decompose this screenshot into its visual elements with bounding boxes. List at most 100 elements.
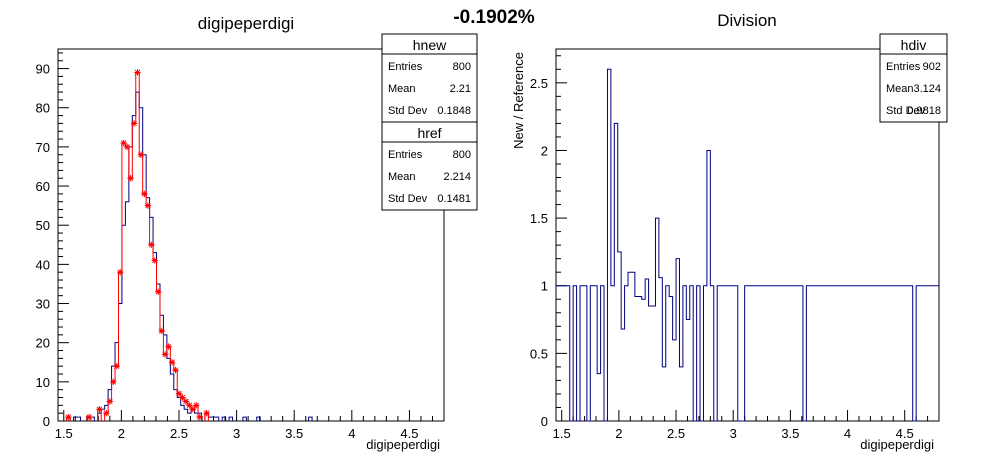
- href-marker: [175, 390, 183, 397]
- right-y-axis-label: New / Reference: [511, 52, 526, 149]
- x-tick-label: 4: [348, 426, 355, 441]
- stats-label: Mean: [388, 171, 416, 183]
- stats-box-href: [381, 121, 478, 211]
- x-tick-label: 2: [118, 426, 125, 441]
- y-tick-label: 80: [36, 101, 50, 116]
- href-marker: [203, 409, 210, 417]
- stats-value: 800: [453, 61, 471, 73]
- stats-value: 0.1848: [437, 105, 471, 117]
- y-tick-label: 1.5: [530, 211, 548, 226]
- right-x-axis-label: digipeperdigi: [860, 437, 934, 452]
- stats-label: Entries: [388, 61, 423, 73]
- href-marker: [155, 288, 162, 295]
- stats-label: Std Dev: [388, 193, 428, 205]
- x-tick-label: 2: [615, 426, 622, 441]
- href-marker: [161, 351, 169, 358]
- x-tick-label: 3: [730, 426, 737, 441]
- href-marker: [117, 269, 124, 276]
- x-tick-label: 3.5: [285, 426, 303, 441]
- y-tick-label: 60: [36, 179, 50, 194]
- y-tick-label: 20: [36, 336, 50, 351]
- left-histogram-panel: digipeperdigi 1.5 2 2.5 3 3.5 4 4.5 0 10 20 30 40 50…: [36, 14, 478, 452]
- x-tick-label: 1.5: [553, 426, 571, 441]
- stats-value: 0.1481: [437, 193, 471, 205]
- left-stats-boxes: hnew Entries 800 Mean 2.21 Std Dev 0.1848 href E…: [381, 33, 478, 211]
- figure-title: -0.1902%: [453, 7, 534, 28]
- series-href-line: [66, 71, 209, 421]
- href-marker: [158, 327, 165, 335]
- y-tick-label: 70: [36, 140, 50, 155]
- stats-label: Entries: [388, 149, 423, 161]
- series-hnew-line: [66, 91, 313, 421]
- href-marker: [85, 413, 93, 421]
- stats-value: 3.124: [913, 83, 941, 95]
- x-tick-label: 3.5: [781, 426, 799, 441]
- stats-value: 2.214: [443, 171, 471, 183]
- stats-box-hdiv: [879, 33, 948, 123]
- x-tick-label: 2.5: [170, 426, 188, 441]
- right-plot-frame: [555, 48, 940, 422]
- href-marker: [110, 378, 117, 386]
- href-marker: [123, 143, 131, 151]
- href-marker: [151, 257, 158, 264]
- y-tick-label: 0.5: [530, 346, 548, 361]
- y-tick-label: 2.5: [530, 76, 548, 91]
- x-tick-label: 4: [844, 426, 851, 441]
- right-series-group: [556, 68, 939, 422]
- href-marker: [144, 202, 152, 209]
- right-axis-ticks: 1.5 2 2.5 3 3.5 4 4.5 0 0.5 1 1.5 2 2.5: [530, 55, 929, 441]
- y-tick-label: 90: [36, 62, 50, 77]
- href-marker: [196, 413, 203, 421]
- left-plot-frame: [57, 48, 445, 422]
- x-tick-label: 3: [233, 426, 240, 441]
- right-chart-title: Division: [717, 11, 777, 30]
- stats-value: 800: [453, 149, 471, 161]
- stats-label: Std Dev: [886, 105, 926, 117]
- x-tick-label: 1.5: [55, 426, 73, 441]
- href-marker: [103, 409, 110, 417]
- href-marker: [189, 406, 197, 413]
- left-x-axis-label: digipeperdigi: [366, 437, 440, 452]
- href-marker: [141, 190, 148, 198]
- stats-value: 0.9818: [907, 105, 941, 117]
- left-axis-ticks: 1.5 2 2.5 3 3.5 4 4.5 0 10 20 30 40 50 60 70 80 90: [36, 52, 433, 441]
- y-tick-label: 1: [541, 279, 548, 294]
- left-series-group: [65, 69, 313, 421]
- y-tick-label: 40: [36, 257, 50, 272]
- href-marker: [137, 151, 145, 158]
- stats-value: 902: [923, 61, 941, 73]
- stats-box-hnew: [381, 33, 478, 123]
- href-marker: [134, 69, 141, 76]
- y-tick-label: 30: [36, 297, 50, 312]
- href-marker: [96, 406, 103, 413]
- href-marker: [130, 120, 138, 127]
- stats-label: Std Dev: [388, 105, 428, 117]
- stats-value: 2.21: [450, 83, 471, 95]
- x-tick-label: 4.5: [896, 426, 914, 441]
- href-marker: [148, 241, 155, 248]
- y-tick-label: 0: [43, 414, 50, 429]
- y-tick-label: 50: [36, 218, 50, 233]
- href-marker: [168, 359, 176, 366]
- href-marker: [106, 398, 114, 405]
- x-tick-label: 2.5: [667, 426, 685, 441]
- href-marker: [127, 175, 134, 182]
- stats-label: Entries: [886, 61, 921, 73]
- stats-title: href: [417, 125, 441, 141]
- stats-label: Mean: [388, 83, 416, 95]
- href-marker: [65, 413, 72, 421]
- right-division-panel: Division New / Reference 1.5 2 2.5 3 3.5 4 4.5…: [511, 11, 948, 452]
- stats-title: hdiv: [901, 37, 927, 53]
- left-chart-title: digipeperdigi: [198, 14, 294, 33]
- href-marker: [113, 362, 120, 370]
- href-marker: [165, 343, 172, 350]
- x-tick-label: 4.5: [400, 426, 418, 441]
- y-tick-label: 0: [541, 414, 548, 429]
- stats-label: Mean: [886, 83, 914, 95]
- series-hdiv-line: [556, 68, 939, 422]
- href-marker: [193, 402, 200, 409]
- stats-title: hnew: [413, 37, 447, 53]
- y-tick-label: 2: [541, 143, 548, 158]
